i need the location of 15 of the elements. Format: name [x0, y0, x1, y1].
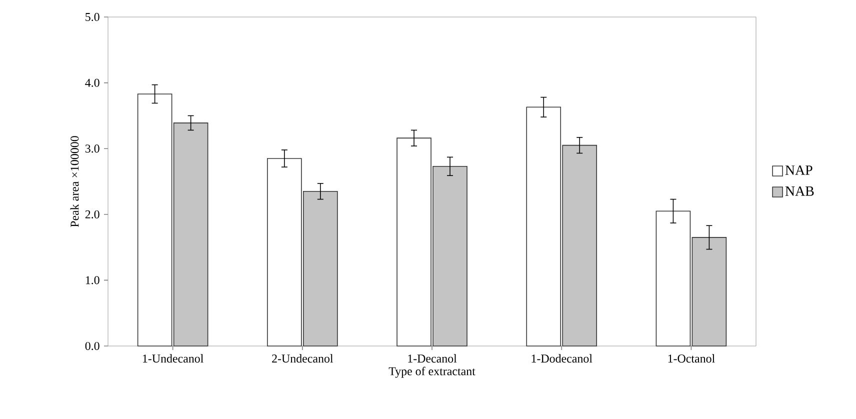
x-tick-label: 1-Dodecanol [532, 354, 592, 363]
y-tick-label: 3.0 [85, 144, 100, 153]
legend-label: NAB [785, 186, 814, 196]
legend-label: NAP [785, 165, 812, 175]
y-tick-label: 2.0 [85, 210, 100, 218]
y-tick-label: 0.0 [85, 342, 100, 350]
x-tick-label: 2-Undecanol [272, 354, 334, 363]
x-tick-label: 1-Undecanol [142, 354, 204, 363]
y-tick-label: 4.0 [85, 78, 100, 87]
x-axis-title: Type of extractant [388, 366, 476, 378]
y-axis-title: Peak area ×100000 [70, 136, 79, 228]
y-tick-label: 1.0 [86, 276, 100, 284]
x-tick-label: 1-Octanol [668, 354, 715, 363]
y-tick-label: 5.0 [86, 12, 100, 22]
x-tick-label: 1-Decanol [408, 354, 457, 363]
